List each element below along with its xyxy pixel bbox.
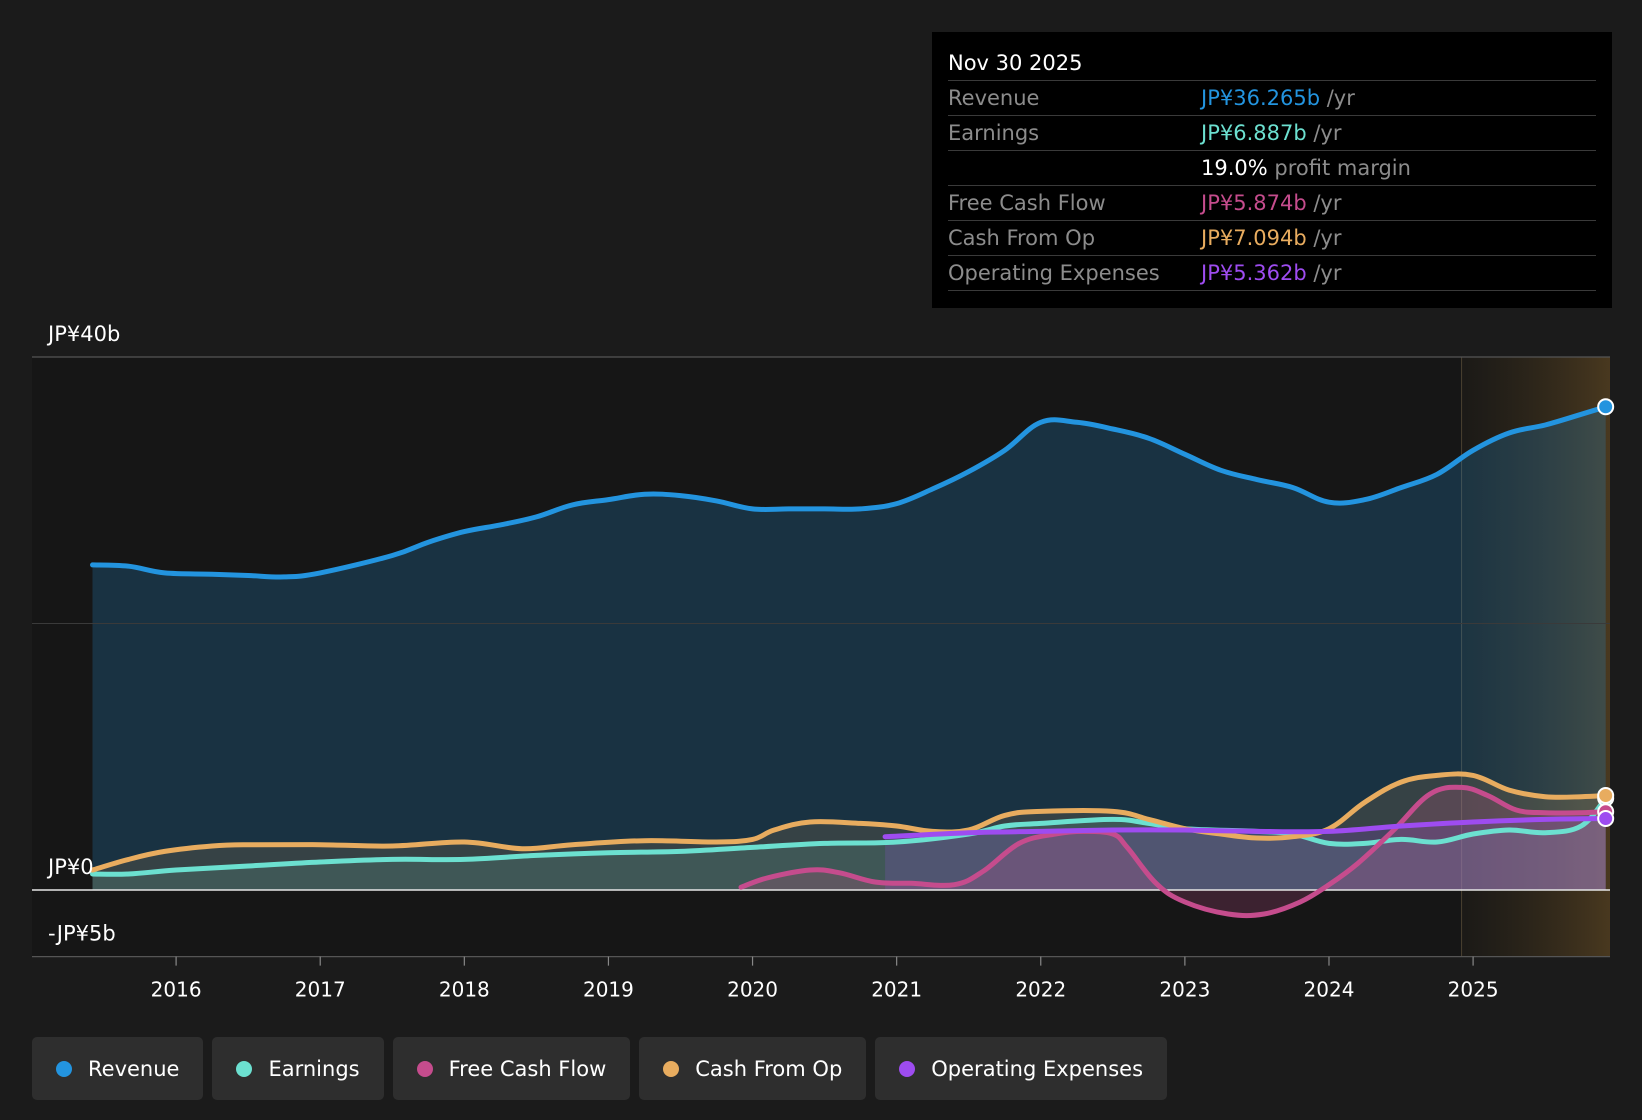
legend-dot-icon — [236, 1060, 253, 1077]
legend-item-operating-expenses[interactable]: Operating Expenses — [875, 1037, 1168, 1100]
series-line-revenue — [90, 404, 1609, 580]
tooltip-unit: profit margin — [1267, 156, 1411, 180]
series-area-free-cash-flow — [741, 787, 1606, 916]
series-line-operating-expenses — [882, 816, 1609, 840]
x-tick-label: 2021 — [871, 978, 922, 1002]
y-axis-label: JP¥40b — [46, 322, 120, 346]
tooltip-row: Revenue JP¥36.265b /yr — [948, 81, 1596, 116]
tooltip-value: JP¥6.887b — [1201, 121, 1307, 145]
tooltip-row: Earnings JP¥6.887b /yr — [948, 116, 1596, 151]
tooltip-label: Free Cash Flow — [948, 191, 1106, 215]
legend-label: Cash From Op — [695, 1056, 843, 1081]
tooltip-unit: /yr — [1306, 191, 1342, 215]
legend: Revenue Earnings Free Cash Flow Cash From O… — [32, 1037, 1168, 1100]
legend-label: Earnings — [268, 1056, 360, 1081]
tooltip-label — [948, 151, 1201, 185]
y-axis-label: JP¥0 — [46, 855, 94, 879]
tooltip-unit: /yr — [1306, 261, 1342, 285]
tooltip-label: Earnings — [948, 121, 1040, 145]
legend-item-cash-from-op[interactable]: Cash From Op — [639, 1037, 867, 1100]
tooltip-value: JP¥7.094b — [1201, 226, 1307, 250]
legend-label: Operating Expenses — [931, 1056, 1144, 1081]
legend-item-revenue[interactable]: Revenue — [32, 1037, 204, 1100]
legend-dot-icon — [56, 1060, 72, 1077]
tooltip-unit: /yr — [1306, 121, 1342, 145]
end-point-revenue — [1597, 398, 1615, 416]
tooltip: Nov 30 2025 Revenue JP¥36.265b /yr Earning… — [932, 32, 1612, 308]
end-point-operating-expenses — [1597, 810, 1615, 828]
x-tick-label: 2023 — [1159, 978, 1210, 1002]
series-area-revenue — [92, 406, 1606, 890]
tooltip-value: 19.0% — [1201, 156, 1268, 180]
legend-dot-icon — [663, 1060, 680, 1077]
tooltip-row: Cash From Op JP¥7.094b /yr — [948, 221, 1596, 256]
tooltip-label: Operating Expenses — [948, 261, 1160, 285]
tooltip-value: JP¥36.265b — [1201, 86, 1321, 110]
tooltip-label: Cash From Op — [948, 226, 1096, 250]
tooltip-label: Revenue — [948, 86, 1040, 110]
x-tick-label: 2018 — [439, 978, 490, 1002]
x-tick-label: 2019 — [583, 978, 634, 1002]
tooltip-row: Operating Expenses JP¥5.362b /yr — [948, 256, 1596, 291]
forecast-region — [1461, 357, 1610, 957]
series-line-free-cash-flow — [738, 784, 1609, 919]
legend-dot-icon — [416, 1060, 433, 1077]
tooltip-unit: /yr — [1320, 86, 1355, 110]
series-area-operating-expenses — [885, 818, 1606, 890]
plot-area — [32, 357, 1610, 957]
tooltip-value: JP¥5.874b — [1201, 191, 1307, 215]
legend-item-free-cash-flow[interactable]: Free Cash Flow — [392, 1037, 631, 1100]
tooltip-date: Nov 30 2025 — [948, 46, 1596, 81]
y-axis-label: -JP¥5b — [48, 922, 116, 946]
series-line-earnings — [90, 795, 1609, 877]
x-tick-label: 2022 — [1015, 978, 1066, 1002]
end-point-cash-from-op — [1597, 786, 1615, 804]
legend-label: Free Cash Flow — [448, 1056, 607, 1081]
x-tick-label: 2017 — [295, 978, 346, 1002]
tooltip-row: 19.0% profit margin — [948, 151, 1596, 186]
x-tick-label: 2024 — [1304, 978, 1355, 1002]
legend-dot-icon — [899, 1060, 916, 1077]
x-tick-label: 2016 — [151, 978, 202, 1002]
legend-item-earnings[interactable]: Earnings — [212, 1037, 384, 1100]
legend-label: Revenue — [88, 1056, 180, 1081]
x-tick-label: 2025 — [1448, 978, 1499, 1002]
tooltip-row: Free Cash Flow JP¥5.874b /yr — [948, 186, 1596, 221]
x-tick-label: 2020 — [727, 978, 778, 1002]
tooltip-unit: /yr — [1306, 226, 1342, 250]
tooltip-value: JP¥5.362b — [1201, 261, 1307, 285]
